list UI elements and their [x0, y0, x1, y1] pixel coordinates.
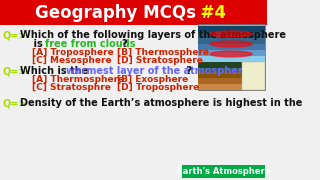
Text: [B] Thermosphere: [B] Thermosphere — [117, 48, 209, 57]
FancyBboxPatch shape — [0, 0, 267, 25]
Text: [A] Troposphere: [A] Troposphere — [32, 48, 114, 57]
Text: warmest layer of the atmosphere: warmest layer of the atmosphere — [66, 66, 249, 76]
Text: Q=>: Q=> — [3, 98, 27, 108]
FancyBboxPatch shape — [182, 165, 265, 178]
FancyBboxPatch shape — [198, 32, 265, 38]
FancyBboxPatch shape — [198, 62, 265, 90]
Text: ?: ? — [122, 39, 127, 49]
FancyBboxPatch shape — [198, 44, 265, 50]
FancyBboxPatch shape — [198, 62, 265, 68]
Text: free from clouds: free from clouds — [45, 39, 136, 49]
FancyBboxPatch shape — [198, 56, 265, 62]
FancyBboxPatch shape — [198, 84, 265, 90]
Ellipse shape — [210, 41, 252, 47]
Text: [A] Thermosphere: [A] Thermosphere — [32, 75, 124, 84]
Text: #4: #4 — [189, 3, 227, 21]
Ellipse shape — [210, 51, 252, 57]
Text: Geography MCQs: Geography MCQs — [35, 3, 196, 21]
Text: [C] Mesosphere: [C] Mesosphere — [32, 56, 111, 65]
Text: Which is the: Which is the — [20, 66, 92, 76]
FancyBboxPatch shape — [198, 50, 265, 56]
FancyBboxPatch shape — [198, 78, 265, 84]
FancyBboxPatch shape — [198, 72, 265, 78]
Ellipse shape — [210, 31, 252, 37]
FancyBboxPatch shape — [242, 62, 265, 90]
FancyBboxPatch shape — [198, 66, 265, 72]
Text: [D] Stratosphere: [D] Stratosphere — [117, 56, 203, 65]
Text: [C] Stratosphre: [C] Stratosphre — [32, 83, 111, 92]
FancyBboxPatch shape — [198, 26, 265, 32]
Text: Which of the following layers of the atmosphere: Which of the following layers of the atm… — [20, 30, 286, 40]
Text: [D] Troposphere: [D] Troposphere — [117, 83, 199, 92]
Text: is: is — [20, 39, 46, 49]
FancyBboxPatch shape — [198, 24, 265, 62]
Text: ?: ? — [183, 66, 192, 76]
FancyBboxPatch shape — [198, 38, 265, 44]
Text: Q=>: Q=> — [3, 66, 27, 76]
Text: [B] Exosphere: [B] Exosphere — [117, 75, 188, 84]
Text: Earth's Atmosphere: Earth's Atmosphere — [177, 167, 270, 176]
Text: Density of the Earth’s atmosphere is highest in the: Density of the Earth’s atmosphere is hig… — [20, 98, 302, 108]
Text: Q=>: Q=> — [3, 30, 27, 40]
